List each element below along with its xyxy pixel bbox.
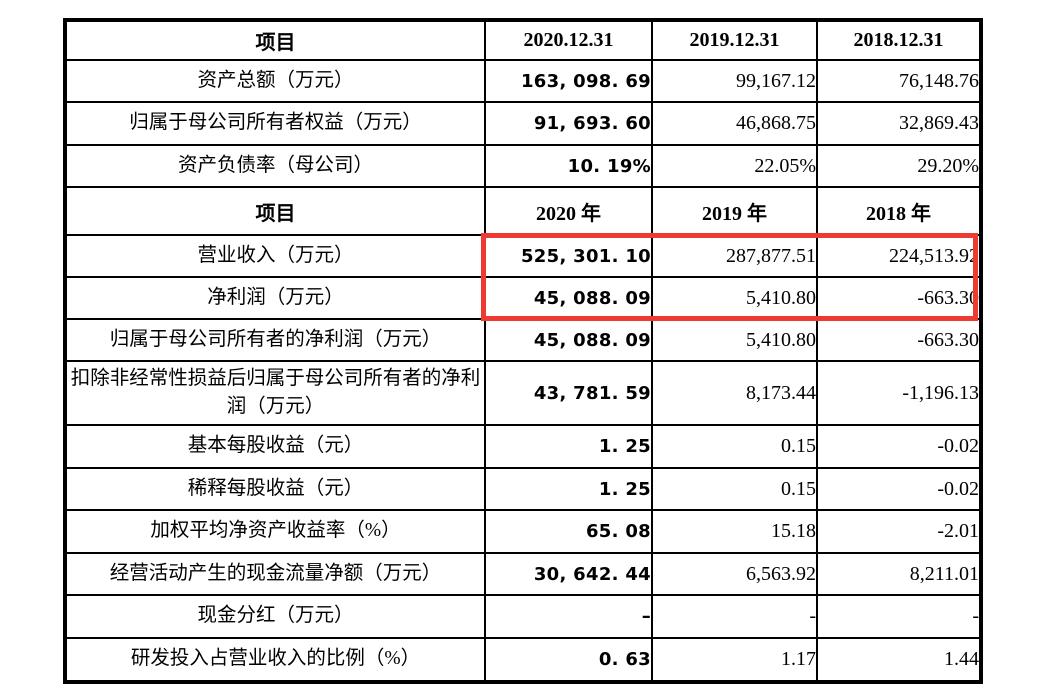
value-2020: 43, 781. 59 — [484, 360, 653, 426]
table-row-revenue: 营业收入（万元） 525, 301. 10 287,877.51 224,513… — [64, 234, 982, 278]
header-2019-12-31: 2019.12.31 — [651, 19, 818, 61]
table-header-row-dates: 项目 2020.12.31 2019.12.31 2018.12.31 — [64, 19, 982, 61]
value-2018: 76,148.76 — [816, 59, 982, 103]
value-2018: -0.02 — [816, 424, 982, 469]
value-2020: 65. 08 — [484, 509, 653, 554]
value-2018: -2.01 — [816, 509, 982, 554]
row-label: 基本每股收益（元） — [64, 424, 486, 469]
value-2019: 5,410.80 — [651, 276, 818, 320]
table-row-parent-equity: 归属于母公司所有者权益（万元） 91, 693. 60 46,868.75 32… — [64, 101, 982, 146]
value-2019: 1.17 — [651, 637, 818, 683]
value-2019: - — [651, 594, 818, 639]
row-label: 现金分红（万元） — [64, 594, 486, 639]
value-2019: 0.15 — [651, 424, 818, 469]
table-row-net-profit: 净利润（万元） 45, 088. 09 5,410.80 -663.30 — [64, 276, 982, 320]
header-2018-12-31: 2018.12.31 — [816, 19, 982, 61]
table-row-total-assets: 资产总额（万元） 163, 098. 69 99,167.12 76,148.7… — [64, 59, 982, 103]
row-label: 净利润（万元） — [64, 276, 486, 320]
table-row-weighted-roe: 加权平均净资产收益率（%） 65. 08 15.18 -2.01 — [64, 509, 982, 554]
value-2018: 29.20% — [816, 144, 982, 188]
row-label: 归属于母公司所有者权益（万元） — [64, 101, 486, 146]
row-label: 营业收入（万元） — [64, 234, 486, 278]
value-2019: 22.05% — [651, 144, 818, 188]
value-2018: - — [816, 594, 982, 639]
value-2019: 99,167.12 — [651, 59, 818, 103]
row-label: 资产负债率（母公司） — [64, 144, 486, 188]
header-2018: 2018 年 — [816, 186, 982, 236]
table-row-debt-ratio: 资产负债率（母公司） 10. 19% 22.05% 29.20% — [64, 144, 982, 188]
table-row-basic-eps: 基本每股收益（元） 1. 25 0.15 -0.02 — [64, 424, 982, 469]
value-2018: 1.44 — [816, 637, 982, 683]
financial-summary-table: 项目 2020.12.31 2019.12.31 2018.12.31 资产总额… — [63, 18, 983, 684]
value-2018: 32,869.43 — [816, 101, 982, 146]
header-2020-12-31: 2020.12.31 — [484, 19, 653, 61]
value-2020: 163, 098. 69 — [484, 59, 653, 103]
row-label: 扣除非经常性损益后归属于母公司所有者的净利润（万元） — [64, 360, 486, 426]
value-2018: 224,513.92 — [816, 234, 982, 278]
value-2020: – — [484, 594, 653, 639]
value-2019: 5,410.80 — [651, 318, 818, 362]
table-row-net-profit-excl-nonrecurring: 扣除非经常性损益后归属于母公司所有者的净利润（万元） 43, 781. 59 8… — [64, 360, 982, 426]
table-row-rd-ratio: 研发投入占营业收入的比例（%） 0. 63 1.17 1.44 — [64, 637, 982, 683]
value-2019: 287,877.51 — [651, 234, 818, 278]
value-2020: 1. 25 — [484, 467, 653, 511]
value-2019: 46,868.75 — [651, 101, 818, 146]
value-2020: 45, 088. 09 — [484, 318, 653, 362]
value-2018: -663.30 — [816, 318, 982, 362]
value-2020: 10. 19% — [484, 144, 653, 188]
value-2018: 8,211.01 — [816, 552, 982, 596]
value-2019: 8,173.44 — [651, 360, 818, 426]
row-label: 经营活动产生的现金流量净额（万元） — [64, 552, 486, 596]
table-row-operating-cash-flow: 经营活动产生的现金流量净额（万元） 30, 642. 44 6,563.92 8… — [64, 552, 982, 596]
value-2020: 91, 693. 60 — [484, 101, 653, 146]
value-2019: 15.18 — [651, 509, 818, 554]
header-2019: 2019 年 — [651, 186, 818, 236]
row-label: 加权平均净资产收益率（%） — [64, 509, 486, 554]
value-2019: 0.15 — [651, 467, 818, 511]
value-2019: 6,563.92 — [651, 552, 818, 596]
value-2020: 45, 088. 09 — [484, 276, 653, 320]
header-item: 项目 — [64, 19, 486, 61]
table-row-diluted-eps: 稀释每股收益（元） 1. 25 0.15 -0.02 — [64, 467, 982, 511]
header-2020: 2020 年 — [484, 186, 653, 236]
value-2020: 1. 25 — [484, 424, 653, 469]
row-label: 归属于母公司所有者的净利润（万元） — [64, 318, 486, 362]
value-2020: 525, 301. 10 — [484, 234, 653, 278]
header-item: 项目 — [64, 186, 486, 236]
value-2020: 30, 642. 44 — [484, 552, 653, 596]
row-label: 稀释每股收益（元） — [64, 467, 486, 511]
value-2018: -663.30 — [816, 276, 982, 320]
value-2020: 0. 63 — [484, 637, 653, 683]
row-label: 研发投入占营业收入的比例（%） — [64, 637, 486, 683]
table-header-row-years: 项目 2020 年 2019 年 2018 年 — [64, 186, 982, 236]
value-2018: -0.02 — [816, 467, 982, 511]
table-row-cash-dividend: 现金分红（万元） – - - — [64, 594, 982, 639]
value-2018: -1,196.13 — [816, 360, 982, 426]
table-row-net-profit-parent: 归属于母公司所有者的净利润（万元） 45, 088. 09 5,410.80 -… — [64, 318, 982, 362]
row-label: 资产总额（万元） — [64, 59, 486, 103]
